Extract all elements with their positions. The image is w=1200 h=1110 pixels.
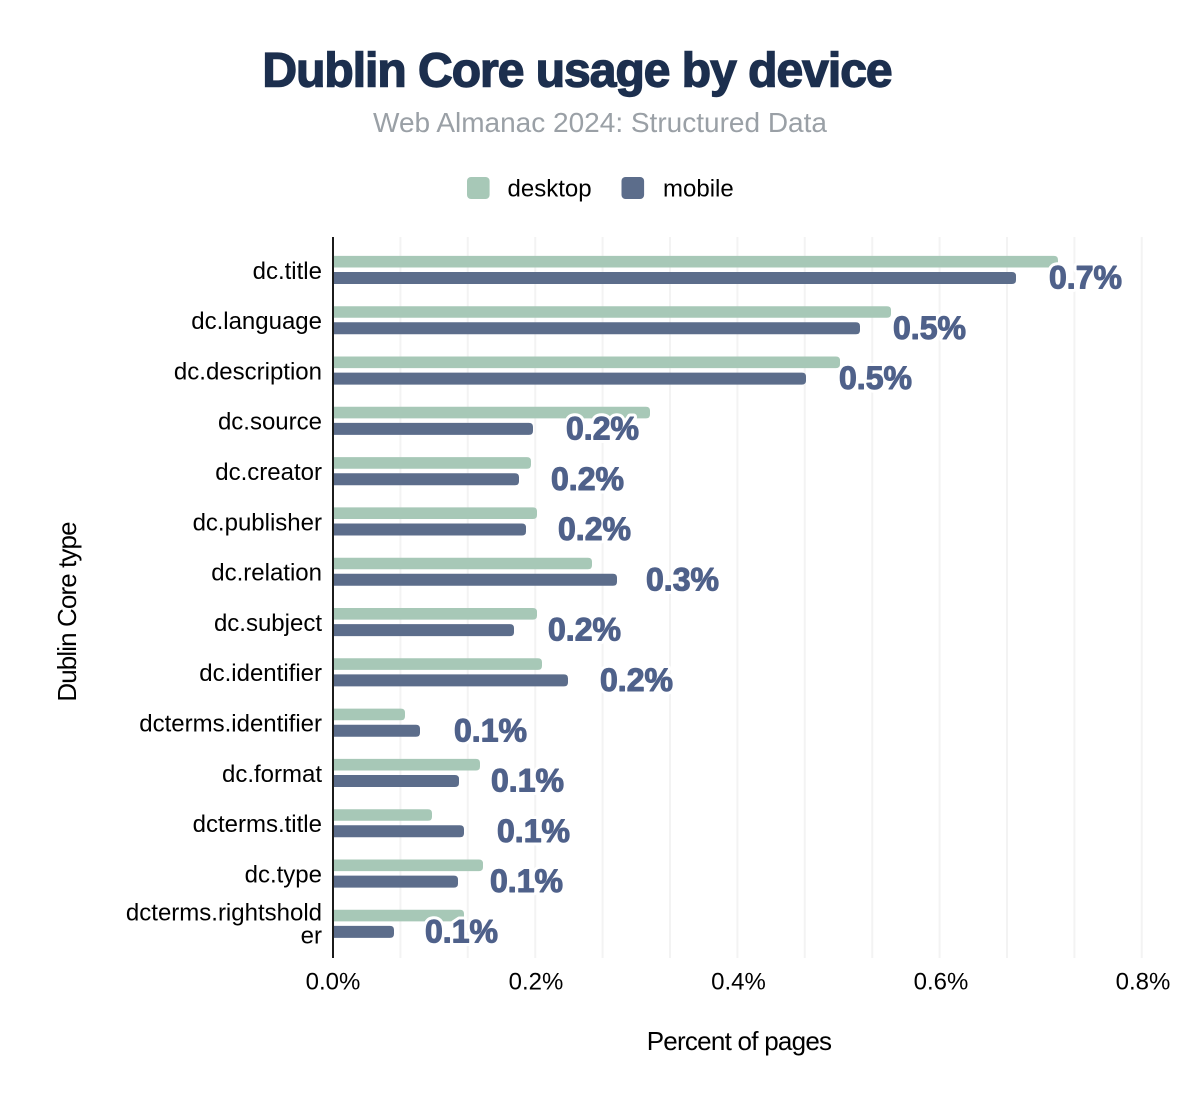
svg-text:0.1%: 0.1% <box>497 813 570 849</box>
svg-text:dc.language: dc.language <box>191 308 322 335</box>
svg-text:0.5%: 0.5% <box>839 360 912 396</box>
svg-text:0.2%: 0.2% <box>566 411 639 447</box>
svg-text:dc.creator: dc.creator <box>215 459 322 486</box>
svg-text:0.2%: 0.2% <box>551 461 624 497</box>
svg-text:0.5%: 0.5% <box>893 310 966 346</box>
svg-text:0.2%: 0.2% <box>558 511 631 547</box>
svg-text:0.1%: 0.1% <box>491 763 564 799</box>
svg-text:dc.title: dc.title <box>253 258 322 285</box>
svg-text:dc.publisher: dc.publisher <box>193 509 322 536</box>
svg-text:0.2%: 0.2% <box>548 612 621 648</box>
svg-text:0.8%: 0.8% <box>1116 969 1171 996</box>
svg-text:0.1%: 0.1% <box>490 863 563 899</box>
svg-text:0.1%: 0.1% <box>490 863 563 899</box>
svg-text:dcterms.rightshold: dcterms.rightshold <box>126 900 322 927</box>
svg-text:0.2%: 0.2% <box>509 969 564 996</box>
svg-text:0.1%: 0.1% <box>454 712 527 748</box>
svg-text:0.1%: 0.1% <box>425 914 498 950</box>
svg-text:dcterms.title: dcterms.title <box>193 811 322 838</box>
svg-text:dc.source: dc.source <box>218 409 322 436</box>
svg-text:0.5%: 0.5% <box>839 360 912 396</box>
svg-text:0.1%: 0.1% <box>491 763 564 799</box>
svg-text:0.2%: 0.2% <box>600 662 673 698</box>
svg-text:mobile: mobile <box>663 176 734 203</box>
svg-text:0.1%: 0.1% <box>454 712 527 748</box>
svg-text:dc.identifier: dc.identifier <box>199 660 322 687</box>
svg-text:dc.format: dc.format <box>222 761 322 788</box>
svg-text:0.2%: 0.2% <box>551 461 624 497</box>
svg-text:0.1%: 0.1% <box>425 914 498 950</box>
svg-text:0.6%: 0.6% <box>914 969 969 996</box>
svg-text:0.5%: 0.5% <box>893 310 966 346</box>
svg-text:0.3%: 0.3% <box>646 561 719 597</box>
svg-text:dc.description: dc.description <box>174 358 322 385</box>
svg-text:dc.type: dc.type <box>245 861 322 888</box>
svg-text:0.7%: 0.7% <box>1049 260 1122 296</box>
svg-text:0.2%: 0.2% <box>548 612 621 648</box>
svg-text:0.2%: 0.2% <box>558 511 631 547</box>
svg-text:dc.relation: dc.relation <box>211 560 322 587</box>
svg-text:er: er <box>301 923 322 950</box>
svg-text:0.2%: 0.2% <box>600 662 673 698</box>
svg-text:dc.subject: dc.subject <box>214 610 322 637</box>
svg-text:0.0%: 0.0% <box>306 969 361 996</box>
svg-text:Dublin Core usage by device: Dublin Core usage by device <box>262 45 891 98</box>
svg-text:Dublin Core type: Dublin Core type <box>52 522 82 702</box>
svg-text:0.7%: 0.7% <box>1049 260 1122 296</box>
svg-text:0.1%: 0.1% <box>497 813 570 849</box>
svg-text:0.4%: 0.4% <box>711 969 766 996</box>
svg-text:dcterms.identifier: dcterms.identifier <box>139 711 322 738</box>
svg-text:0.3%: 0.3% <box>646 561 719 597</box>
svg-text:desktop: desktop <box>508 176 592 203</box>
svg-text:Web Almanac 2024: Structured D: Web Almanac 2024: Structured Data <box>373 107 827 138</box>
svg-text:0.2%: 0.2% <box>566 411 639 447</box>
svg-text:Percent of pages: Percent of pages <box>647 1026 832 1056</box>
